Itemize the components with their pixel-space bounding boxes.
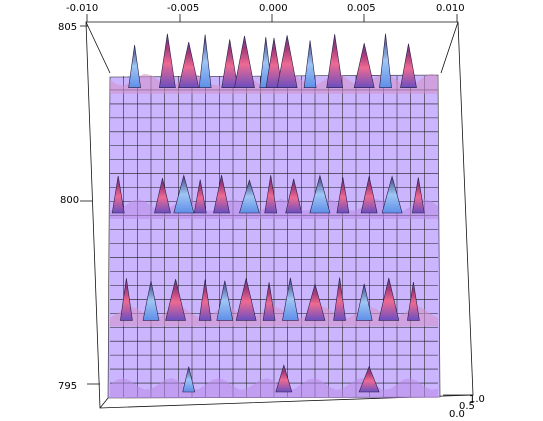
x-tick-label: 0.005	[347, 3, 376, 14]
surface-peak	[304, 40, 316, 87]
y-axis-ticks: 805 800 795	[58, 22, 100, 392]
surface-peak	[199, 35, 211, 88]
surface-peak	[234, 36, 254, 88]
y-tick-label: 795	[58, 381, 77, 392]
surface-peak	[400, 44, 416, 88]
surface-peak	[354, 43, 374, 87]
x-tick-label: 0.010	[436, 3, 465, 14]
x-tick-label: 0.000	[259, 3, 288, 14]
surface-peak	[277, 35, 297, 87]
surface-peak	[380, 34, 392, 88]
surface-peak	[129, 45, 141, 88]
frame-edge-tl	[86, 22, 110, 73]
frame-edge-tr	[441, 22, 458, 73]
surface-peak	[179, 42, 199, 88]
y-tick-label: 800	[60, 195, 79, 206]
frame-edge-bl	[100, 398, 108, 408]
x-axis-ticks: -0.010 -0.005 0.000 0.005 0.010	[66, 3, 465, 22]
z-tick-label: 1.0	[469, 394, 485, 405]
x-tick-label: -0.005	[167, 3, 199, 14]
y-tick-label: 805	[58, 22, 77, 33]
x-tick-label: -0.010	[66, 3, 98, 14]
surface-peak	[159, 34, 175, 88]
surface-peak	[327, 34, 343, 88]
surface-peak	[222, 39, 238, 87]
z-axis-ticks: 0.0 0.5 1.0	[449, 394, 485, 420]
